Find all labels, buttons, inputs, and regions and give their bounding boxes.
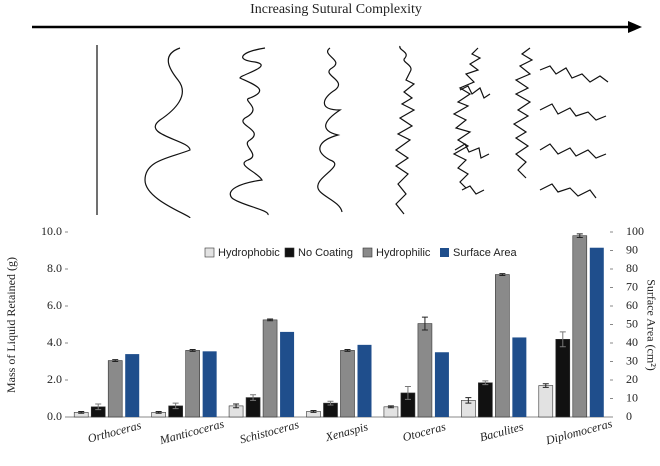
legend-swatch [362, 247, 373, 258]
y-tick-label: 4.0 [47, 335, 62, 349]
error-bar [387, 405, 394, 409]
error-bar [465, 397, 472, 404]
legend-swatch [284, 247, 295, 258]
error-bar [421, 316, 428, 331]
x-tick-label: Baculites [478, 419, 525, 444]
error-bar [189, 348, 196, 352]
error-bar [404, 385, 411, 400]
y-tick-label: 6.0 [47, 298, 62, 312]
y2-axis-label: Surface Area (cm²) [644, 279, 658, 371]
y2-tick-label: 70 [626, 279, 638, 293]
bar [417, 323, 433, 418]
x-tick-label: Diplomoceras [543, 416, 614, 447]
legend-label: Surface Area [453, 247, 517, 259]
error-bar [112, 359, 119, 362]
bar [202, 351, 217, 417]
y2-tick-label: 0 [626, 409, 632, 423]
bar [357, 344, 372, 417]
y2-tick-label: 80 [626, 261, 638, 275]
y2-tick-label: 50 [626, 316, 638, 330]
y-tick-label: 10.0 [41, 224, 62, 238]
bar [383, 406, 399, 418]
error-bar [344, 348, 351, 352]
bar [262, 319, 278, 418]
bar [589, 247, 604, 417]
error-bar [78, 410, 85, 414]
x-tick-label: Manticoceras [157, 416, 226, 447]
error-bar [250, 394, 257, 401]
legend-label: Hydrophobic [218, 247, 280, 259]
bar [572, 235, 588, 418]
arrow-head [628, 21, 642, 33]
y2-tick-label: 30 [626, 353, 638, 367]
error-bar [327, 400, 334, 406]
error-bar [576, 233, 583, 239]
error-bar [482, 380, 489, 386]
bar [434, 352, 449, 417]
error-bar [267, 318, 274, 322]
y-axis-label: Mass of Liquid Retained (g) [4, 257, 18, 393]
bar [555, 338, 571, 418]
y2-tick-label: 60 [626, 298, 638, 312]
error-bar [559, 331, 566, 348]
error-bar [172, 402, 179, 410]
y2-tick-label: 100 [626, 224, 644, 238]
error-bar [233, 403, 240, 409]
x-tick-label: Orthoceras [86, 418, 143, 446]
bar [280, 331, 295, 417]
legend-swatch [440, 248, 449, 257]
x-tick-label: Xenaspis [323, 419, 370, 444]
y-tick-label: 8.0 [47, 261, 62, 275]
error-bar [155, 410, 162, 414]
y2-tick-label: 10 [626, 390, 638, 404]
bar [495, 274, 510, 418]
bar [340, 350, 355, 418]
y-tick-label: 2.0 [47, 372, 62, 386]
bar [125, 354, 140, 417]
bar [538, 385, 554, 418]
error-bar [499, 273, 506, 276]
y2-tick-label: 20 [626, 372, 638, 386]
y2-tick-label: 40 [626, 335, 638, 349]
suture-drawings [96, 45, 609, 219]
x-tick-label: Otoceras [401, 419, 447, 444]
x-tick-label: Schistoceras [238, 417, 301, 446]
legend-label: No Coating [298, 247, 353, 259]
y-tick-label: 0.0 [47, 409, 62, 423]
bar [512, 337, 527, 417]
bar [478, 382, 493, 418]
y2-tick-label: 90 [626, 242, 638, 256]
legend-swatch [204, 247, 215, 258]
error-bar [542, 383, 549, 388]
error-bar [95, 403, 102, 411]
bar [185, 350, 200, 418]
header-title: Increasing Sutural Complexity [250, 2, 422, 17]
legend-label: Hydrophilic [376, 247, 431, 259]
error-bar [310, 410, 317, 413]
bar [107, 360, 123, 418]
